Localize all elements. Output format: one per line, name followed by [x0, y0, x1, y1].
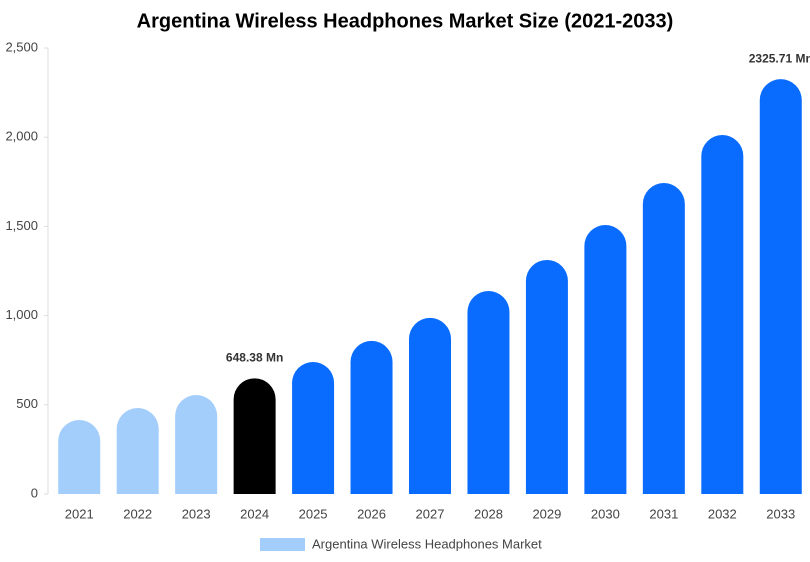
bar	[642, 183, 685, 494]
x-tick-label: 2028	[474, 506, 503, 521]
x-tick-label: 2023	[182, 506, 211, 521]
x-tick-label: 2033	[766, 506, 795, 521]
y-tick-label: 0	[31, 485, 38, 500]
x-tick-label: 2026	[357, 506, 386, 521]
y-tick-label: 2,500	[5, 39, 38, 54]
x-tick-label: 2032	[708, 506, 737, 521]
y-tick-label: 1,500	[5, 218, 38, 233]
bar	[584, 224, 627, 494]
x-tick-label: 2022	[123, 506, 152, 521]
bar	[116, 408, 159, 494]
bar	[525, 259, 568, 494]
bar	[175, 394, 218, 494]
x-tick-label: 2021	[65, 506, 94, 521]
bar	[233, 378, 276, 494]
bar	[759, 79, 802, 495]
x-tick-label: 2030	[591, 506, 620, 521]
bar	[409, 317, 451, 494]
bar	[292, 361, 335, 494]
x-tick-label: 2025	[299, 506, 328, 521]
bar	[350, 340, 393, 494]
legend-swatch	[260, 538, 305, 551]
chart-title: Argentina Wireless Headphones Market Siz…	[137, 10, 674, 32]
x-tick-label: 2024	[240, 506, 269, 521]
bar	[467, 290, 510, 494]
y-tick-label: 1,000	[5, 307, 38, 322]
x-tick-label: 2029	[532, 506, 561, 521]
x-tick-label: 2031	[649, 506, 678, 521]
data-label: 648.38 Mn	[226, 351, 283, 365]
bar	[58, 419, 101, 494]
data-label: 2325.71 Mn	[749, 51, 810, 65]
y-tick-label: 2,000	[5, 129, 38, 144]
y-tick-label: 500	[16, 396, 38, 411]
legend-label: Argentina Wireless Headphones Market	[312, 536, 542, 551]
x-tick-label: 2027	[416, 506, 445, 521]
bar	[701, 135, 744, 494]
